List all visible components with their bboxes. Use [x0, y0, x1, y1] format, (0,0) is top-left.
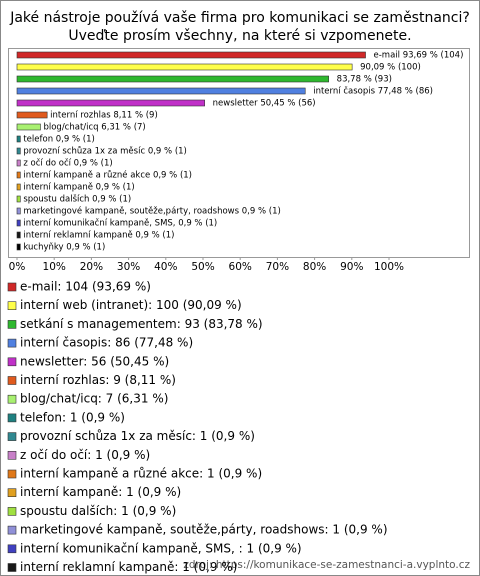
bar-label: newsletter 50,45 % (56): [213, 99, 316, 109]
bar-label: interní komunikační kampaně, SMS, 0,9 % …: [23, 218, 217, 229]
legend-swatch: [7, 563, 17, 572]
bar-label: interní rozhlas 8,11 % (9): [50, 111, 158, 121]
bar: [16, 231, 21, 239]
legend-swatch: [7, 320, 17, 329]
bar: [16, 63, 353, 71]
bar: [16, 135, 21, 143]
bar: [16, 171, 21, 179]
bar-label: blog/chat/icq 6,31 % (7): [43, 123, 145, 133]
legend-swatch: [7, 301, 17, 311]
x-tick-label: 90%: [340, 261, 363, 273]
bar-label: z očí do očí 0,9 % (1): [23, 158, 112, 169]
bar-label: 90,09 % (100): [360, 63, 421, 73]
legend-label: e-mail: 104 (93,69 %): [20, 280, 151, 294]
legend-swatch: [7, 338, 17, 348]
x-tick-label: 0%: [9, 261, 26, 273]
legend-swatch: [7, 357, 17, 367]
legend-label: setkání s managementem: 93 (83,78 %): [20, 317, 263, 331]
legend-swatch: [7, 525, 17, 535]
bar: [16, 123, 41, 131]
bar-label: telefon 0,9 % (1): [23, 135, 94, 145]
bar-label: kuchyňky 0,9 % (1): [23, 242, 105, 253]
bar-label: provozní schůza 1x za měsíc 0,9 % (1): [23, 146, 187, 157]
bar: [16, 219, 21, 227]
legend-label: telefon: 1 (0,9 %): [20, 410, 125, 424]
legend-label: spoustu dalších: 1 (0,9 %): [20, 504, 176, 518]
legend-label: interní kampaně a různé akce: 1 (0,9 %): [20, 467, 262, 481]
bar: [16, 159, 21, 167]
legend-swatch: [7, 450, 17, 460]
bar: [16, 111, 48, 119]
bar-label: 83,78 % (93): [337, 75, 392, 85]
bar: [16, 75, 329, 83]
legend-label: marketingové kampaně, soutěže,párty, roa…: [20, 523, 388, 537]
legend-label: blog/chat/icq: 7 (6,31 %): [20, 392, 168, 406]
legend-label: interní časopis: 86 (77,48 %): [20, 336, 193, 350]
x-tick-label: 20%: [80, 261, 103, 273]
bar: [16, 207, 21, 215]
bar: [16, 51, 366, 59]
bar-label: interní kampaně 0,9 % (1): [23, 183, 134, 193]
legend-label: newsletter: 56 (50,45 %): [20, 354, 169, 368]
legend-swatch: [7, 394, 17, 404]
bar-label: spoustu dalších 0,9 % (1): [23, 194, 131, 205]
bar: [16, 243, 21, 251]
legend-label: provozní schůza 1x za měsíc: 1 (0,9 %): [20, 429, 255, 443]
bar-label: interní časopis 77,48 % (86): [313, 86, 433, 97]
x-tick-label: 50%: [191, 261, 214, 273]
bar: [16, 195, 21, 203]
bar: [16, 99, 205, 107]
legend-label: z očí do očí: 1 (0,9 %): [20, 448, 150, 462]
legend-swatch: [7, 507, 17, 516]
x-tick-label: 70%: [266, 261, 289, 273]
x-tick-label: 80%: [303, 261, 326, 273]
chart-title: Jaké nástroje používá vaše firma pro kom…: [9, 10, 470, 26]
x-tick-label: 40%: [154, 261, 177, 273]
bar-label: marketingové kampaně, soutěže,párty, roa…: [23, 206, 280, 217]
legend-label: interní rozhlas: 9 (8,11 %): [20, 373, 176, 387]
legend-swatch: [7, 488, 17, 498]
legend-swatch: [7, 413, 17, 423]
legend-swatch: [7, 432, 17, 441]
legend-swatch: [7, 469, 17, 479]
bar: [16, 147, 21, 155]
bar: [16, 183, 21, 191]
bar-label: interní reklamní kampaně 0,9 % (1): [23, 231, 174, 241]
x-tick-label: 10%: [43, 261, 66, 273]
legend-label: interní komunikační kampaně, SMS, : 1 (0…: [20, 541, 302, 555]
plot-area: [8, 48, 470, 258]
legend-swatch: [7, 282, 17, 292]
legend-label: interní kampaně: 1 (0,9 %): [20, 485, 181, 499]
legend-swatch: [7, 376, 17, 385]
legend-label: interní reklamní kampaně: 1 (0,9 %): [20, 560, 237, 574]
legend-label: interní web (intranet): 100 (90,09 %): [20, 298, 242, 312]
legend-swatch: [7, 544, 17, 554]
x-tick-label: 100%: [374, 261, 404, 273]
chart-subtitle: Uveďte prosím všechny, na které si vzpom…: [68, 28, 411, 44]
x-tick-label: 60%: [229, 261, 252, 273]
bar-label: interní kampaně a různé akce 0,9 % (1): [23, 170, 192, 181]
bar: [16, 87, 306, 95]
x-tick-label: 30%: [117, 261, 140, 273]
bar-label: e-mail 93,69 % (104): [374, 51, 464, 61]
source: zdroj: https://komunikace-se-zamestnanci…: [183, 559, 470, 571]
